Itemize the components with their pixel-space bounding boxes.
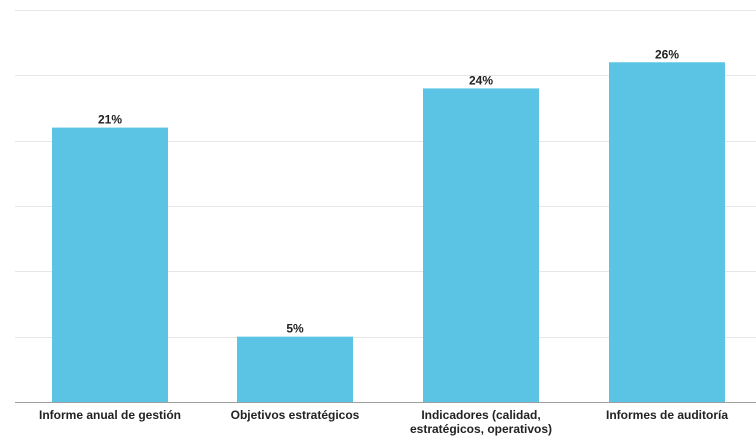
bar <box>237 336 353 402</box>
category-tick-label-line: Informe anual de gestión <box>39 408 181 422</box>
category-tick-label: Informe anual de gestión <box>39 408 181 422</box>
data-label: 5% <box>286 322 304 336</box>
bar <box>52 127 168 402</box>
bars-layer <box>52 62 725 403</box>
data-label: 21% <box>98 113 122 127</box>
category-tick-label: Indicadores (calidad, estratégicos, opera… <box>410 408 552 436</box>
category-tick-label: Objetivos estratégicos <box>231 408 360 422</box>
bar <box>423 88 539 403</box>
category-tick-label-line: estratégicos, operativos) <box>410 422 552 436</box>
bar <box>609 62 725 403</box>
category-tick-label-line: Objetivos estratégicos <box>231 408 360 422</box>
data-label: 24% <box>469 73 493 87</box>
category-tick-label: Informes de auditoría <box>606 408 728 422</box>
data-label: 26% <box>655 47 679 61</box>
category-tick-label-line: Informes de auditoría <box>606 408 728 422</box>
data-labels-layer: 21% 5% 24% 26% <box>98 47 679 335</box>
category-labels-layer: Informe anual de gestión Objetivos estrat… <box>39 408 728 436</box>
category-tick-label-line: Indicadores (calidad, <box>421 408 540 422</box>
